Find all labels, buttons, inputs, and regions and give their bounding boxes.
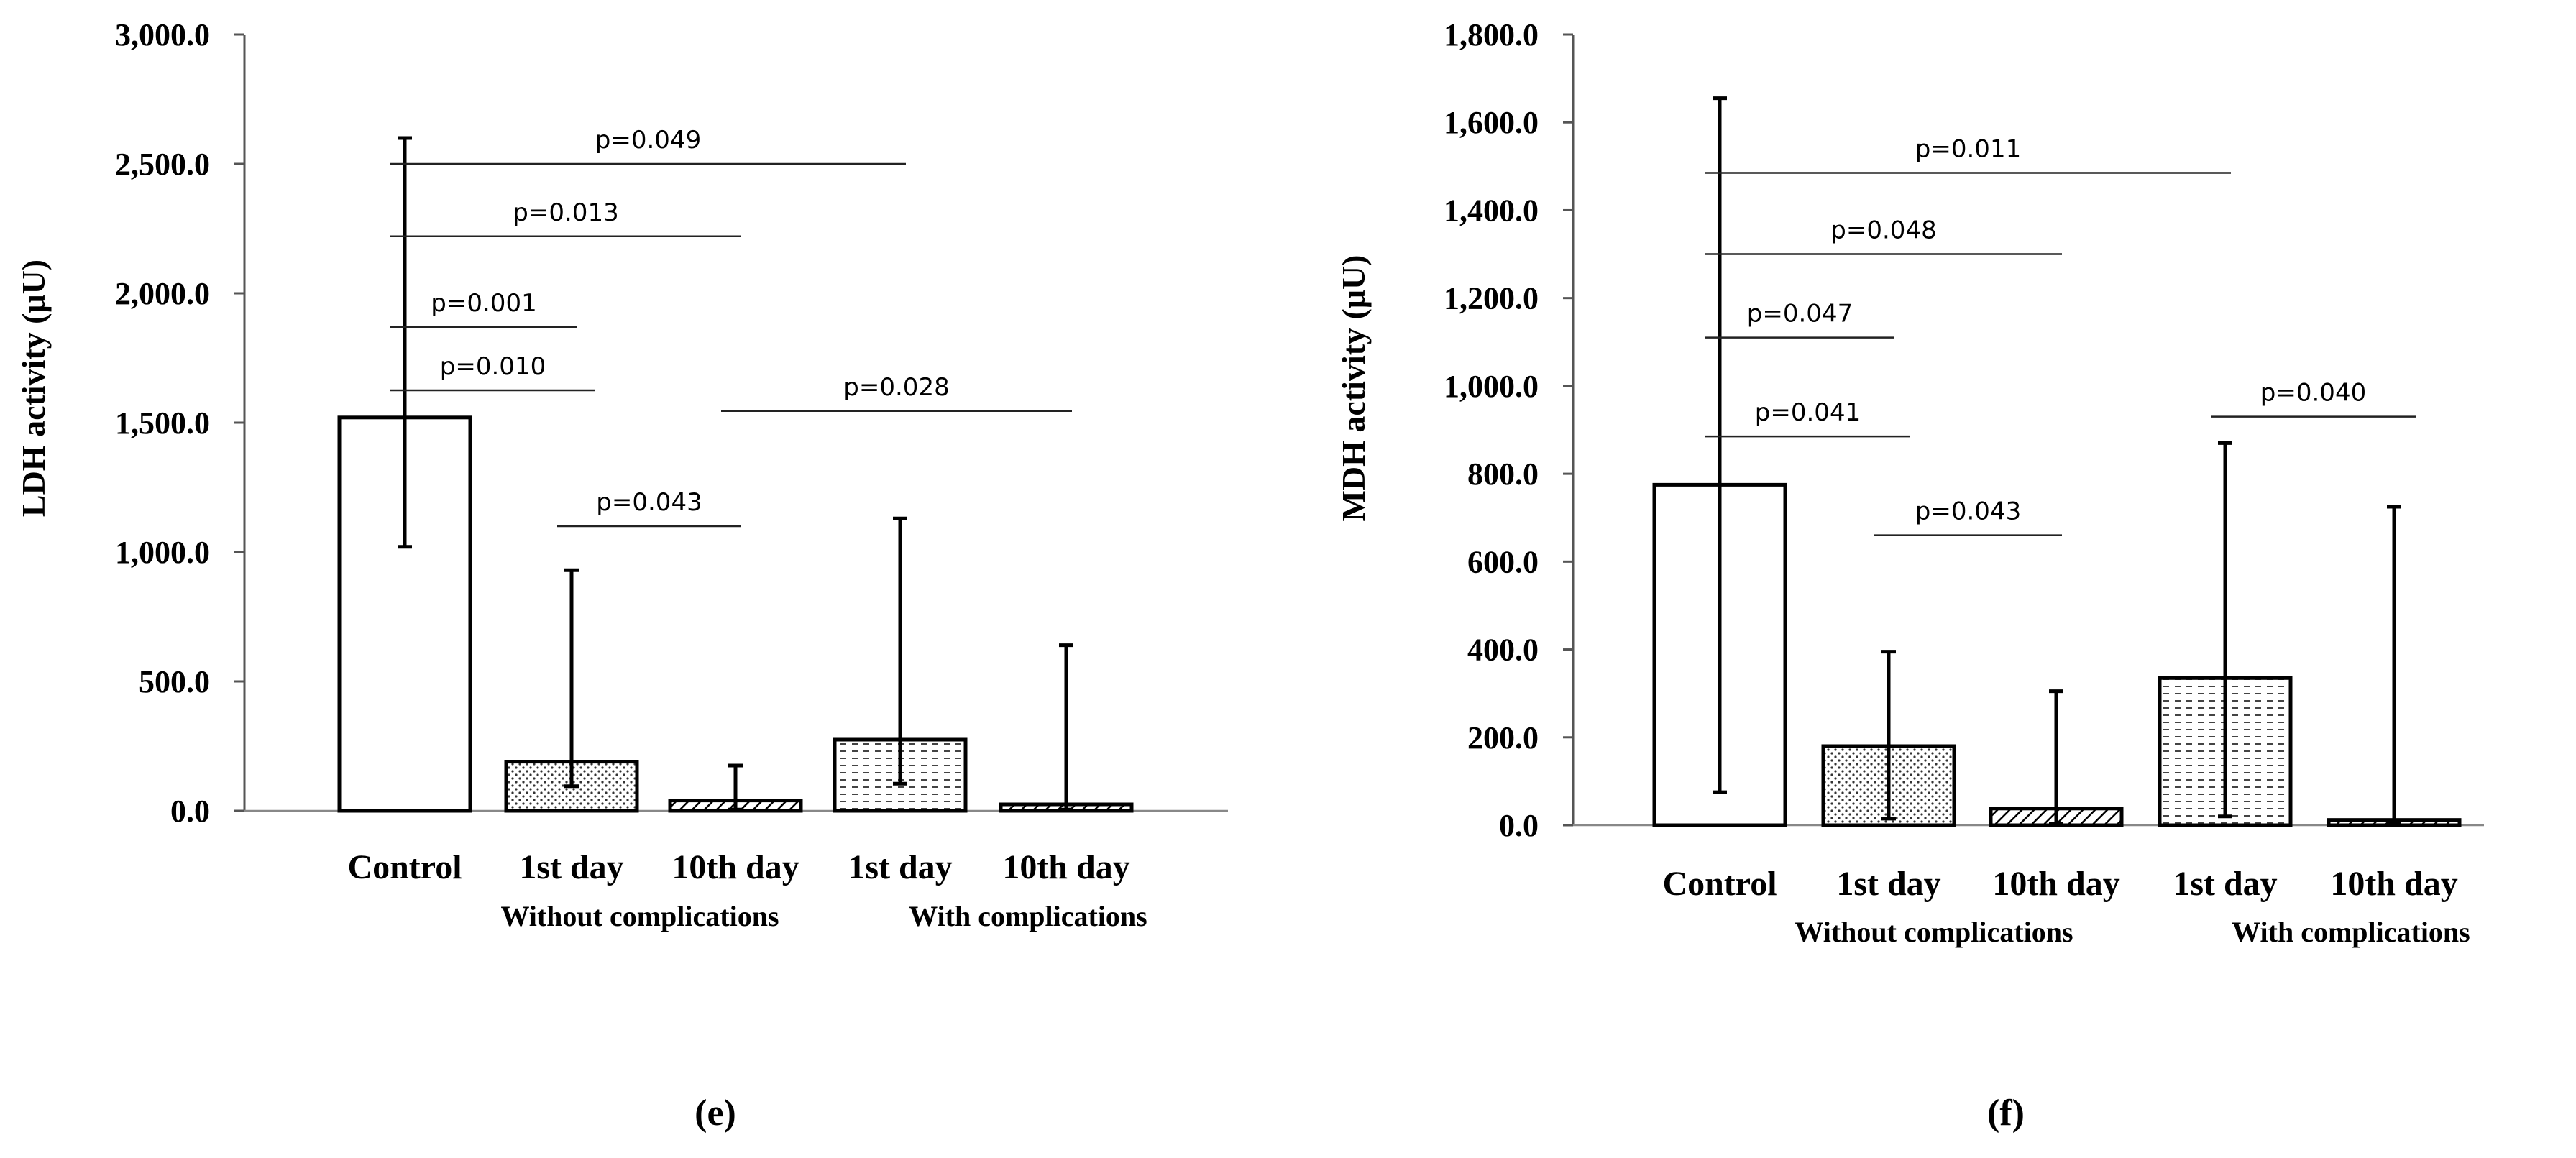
y-tick-label: 1,000.0 <box>115 535 210 570</box>
p-value-label: p=0.049 <box>595 126 701 155</box>
y-tick-label: 0.0 <box>170 794 210 829</box>
p-value-label: p=0.047 <box>1747 300 1853 328</box>
p-value-label: p=0.011 <box>1915 135 2021 164</box>
category-label: 1st day <box>848 848 952 886</box>
p-value-label: p=0.001 <box>431 289 536 318</box>
category-label: 1st day <box>1836 865 1940 903</box>
y-axis-label: LDH activity (μU) <box>15 259 52 517</box>
y-tick-label: 1,500.0 <box>115 405 210 441</box>
y-tick-label: 600.0 <box>1467 544 1539 579</box>
category-label: 10th day <box>1992 865 2119 903</box>
chart-panel-ldh: LDH activity (μU) (e) Without complicati… <box>15 17 1228 1134</box>
category-label: 1st day <box>2173 865 2277 903</box>
y-tick-label: 1,400.0 <box>1444 193 1539 228</box>
p-value-label: p=0.013 <box>513 198 618 227</box>
category-label: 10th day <box>2330 865 2457 903</box>
category-label: 10th day <box>1002 848 1129 886</box>
group-label-without: Without complications <box>500 900 779 932</box>
y-tick-label: 1,800.0 <box>1444 17 1539 52</box>
y-tick-label: 500.0 <box>139 664 210 699</box>
category-label: Control <box>347 848 462 886</box>
p-value-label: p=0.010 <box>440 352 546 381</box>
category-label: 1st day <box>519 848 623 886</box>
y-tick-label: 1,600.0 <box>1444 105 1539 140</box>
p-value-label: p=0.040 <box>2260 379 2366 408</box>
y-tick-label: 3,000.0 <box>115 17 210 52</box>
category-label: 10th day <box>671 848 799 886</box>
group-label-without: Without complications <box>1795 916 2073 948</box>
p-value-label: p=0.028 <box>843 373 949 402</box>
group-label-with: With complications <box>2232 916 2470 948</box>
panel-label: (e) <box>695 1093 736 1134</box>
y-tick-label: 200.0 <box>1467 720 1539 755</box>
category-label: Control <box>1662 865 1777 903</box>
y-tick-label: 400.0 <box>1467 633 1539 668</box>
p-value-label: p=0.043 <box>596 488 702 517</box>
y-axis-label: MDH activity (μU) <box>1335 255 1372 522</box>
p-value-label: p=0.043 <box>1915 497 2021 526</box>
group-label-with: With complications <box>909 900 1147 932</box>
y-tick-label: 2,000.0 <box>115 276 210 311</box>
chart-panel-mdh: MDH activity (μU) (f) Without complicati… <box>1335 17 2484 1134</box>
p-value-label: p=0.048 <box>1830 216 1936 245</box>
y-tick-label: 1,200.0 <box>1444 281 1539 316</box>
panel-label: (f) <box>1987 1093 2025 1134</box>
y-tick-label: 800.0 <box>1467 456 1539 492</box>
y-tick-label: 1,000.0 <box>1444 369 1539 404</box>
y-tick-label: 0.0 <box>1499 808 1539 843</box>
y-tick-label: 2,500.0 <box>115 147 210 182</box>
p-value-label: p=0.041 <box>1755 398 1861 427</box>
